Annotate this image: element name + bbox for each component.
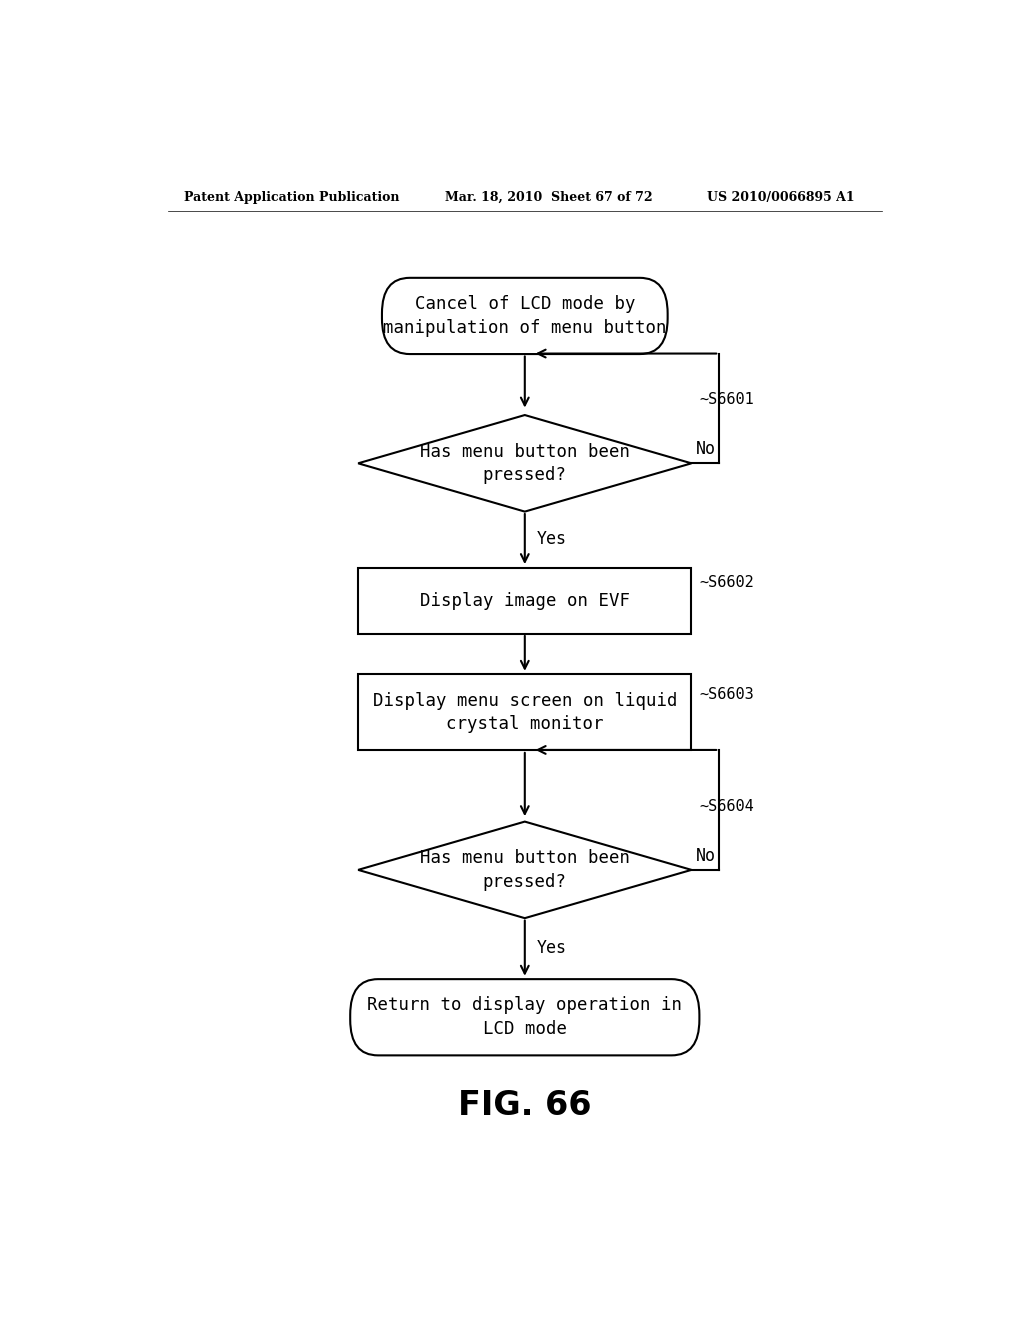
Text: Display image on EVF: Display image on EVF <box>420 591 630 610</box>
Bar <box>358 568 691 634</box>
Text: ~S6604: ~S6604 <box>699 799 754 814</box>
Text: FIG. 66: FIG. 66 <box>458 1089 592 1122</box>
Text: Cancel of LCD mode by
manipulation of menu button: Cancel of LCD mode by manipulation of me… <box>383 296 667 337</box>
Text: No: No <box>695 847 716 865</box>
Text: US 2010/0066895 A1: US 2010/0066895 A1 <box>708 190 855 203</box>
Text: Display menu screen on liquid
crystal monitor: Display menu screen on liquid crystal mo… <box>373 692 677 733</box>
Bar <box>358 675 691 751</box>
Text: Mar. 18, 2010  Sheet 67 of 72: Mar. 18, 2010 Sheet 67 of 72 <box>445 190 653 203</box>
Text: ~S6601: ~S6601 <box>699 392 754 408</box>
FancyBboxPatch shape <box>350 979 699 1056</box>
FancyBboxPatch shape <box>382 277 668 354</box>
Text: Patent Application Publication: Patent Application Publication <box>183 190 399 203</box>
Text: Yes: Yes <box>537 531 566 548</box>
Text: No: No <box>695 441 716 458</box>
Polygon shape <box>358 414 691 512</box>
Text: Has menu button been
pressed?: Has menu button been pressed? <box>420 849 630 891</box>
Text: Yes: Yes <box>537 939 566 957</box>
Text: ~S6603: ~S6603 <box>699 688 754 702</box>
Text: Return to display operation in
LCD mode: Return to display operation in LCD mode <box>368 997 682 1038</box>
Polygon shape <box>358 821 691 919</box>
Text: ~S6602: ~S6602 <box>699 576 754 590</box>
Text: Has menu button been
pressed?: Has menu button been pressed? <box>420 442 630 484</box>
